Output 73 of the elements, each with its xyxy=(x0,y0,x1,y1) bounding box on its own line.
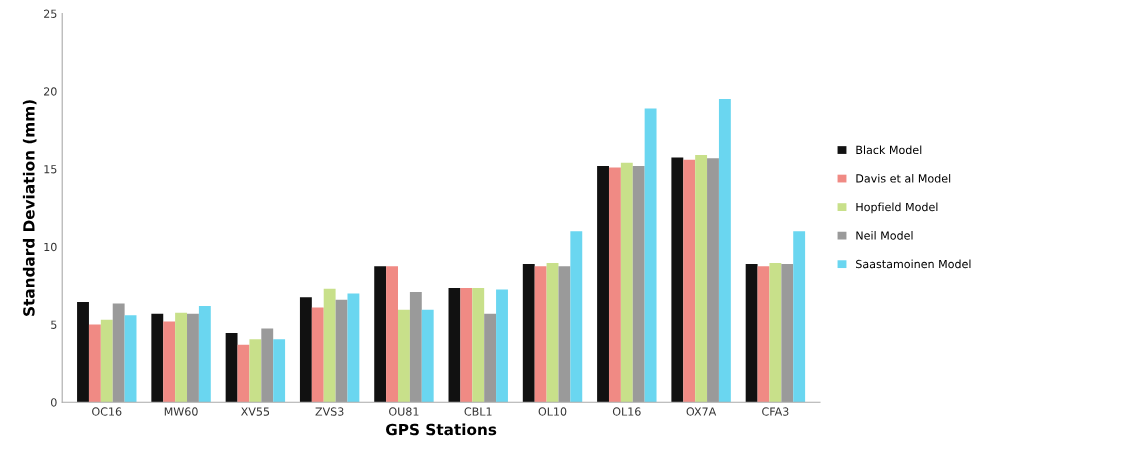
bar xyxy=(88,324,101,403)
bar xyxy=(187,313,199,403)
bar xyxy=(757,266,770,403)
legend-label: Hopfield Model xyxy=(856,202,938,214)
y-tick-label: 20 xyxy=(44,87,57,96)
x-tick-label: MW60 xyxy=(164,407,198,416)
bar xyxy=(323,288,336,403)
x-tick-label: CFA3 xyxy=(762,407,789,416)
bar xyxy=(237,344,250,403)
bar xyxy=(398,309,410,403)
bar xyxy=(151,313,164,403)
y-tick-label: 5 xyxy=(51,320,57,329)
bar xyxy=(163,321,176,403)
bar xyxy=(225,333,238,403)
bar xyxy=(745,263,758,403)
bar xyxy=(448,288,461,403)
legend-label: Black Model xyxy=(856,145,922,155)
bar xyxy=(347,293,360,403)
legend-label: Neil Model xyxy=(856,231,913,240)
bar xyxy=(597,165,609,403)
x-tick-label: OL10 xyxy=(538,407,567,416)
bar xyxy=(570,231,583,403)
bar xyxy=(695,155,708,403)
bar xyxy=(335,299,348,403)
legend-label: Saastamoinen Model xyxy=(856,259,971,269)
y-tick-label: 15 xyxy=(44,165,57,174)
x-tick-label: ZVS3 xyxy=(315,407,344,416)
bar xyxy=(671,157,684,403)
x-tick-label: XV55 xyxy=(241,407,270,416)
x-tick-label: OL16 xyxy=(612,407,641,416)
bar xyxy=(608,167,621,403)
bar xyxy=(273,339,286,403)
bar xyxy=(546,263,559,403)
bar xyxy=(769,263,782,403)
bar xyxy=(198,305,211,403)
bar xyxy=(620,162,633,403)
bar xyxy=(558,266,571,403)
x-tick-label: OC16 xyxy=(92,407,122,416)
bar xyxy=(460,288,473,403)
bar xyxy=(781,263,794,403)
bar xyxy=(707,158,719,403)
bar xyxy=(472,288,485,403)
y-tick-label: 0 xyxy=(51,398,57,407)
x-axis-title: GPS Stations xyxy=(386,423,497,436)
x-tick-label: OU81 xyxy=(389,407,419,416)
bar xyxy=(175,312,188,403)
x-tick-label: CBL1 xyxy=(464,407,492,416)
bar xyxy=(793,231,806,403)
bar xyxy=(299,297,312,403)
bar xyxy=(421,309,434,403)
bar xyxy=(261,328,274,403)
bar xyxy=(644,108,657,403)
bar xyxy=(112,303,125,403)
y-axis-title: Standard Deviation (mm) xyxy=(22,100,37,316)
bar xyxy=(683,159,696,403)
bar xyxy=(632,165,645,403)
bar xyxy=(77,301,89,403)
x-tick-label: OX7A xyxy=(686,407,717,416)
bar xyxy=(311,307,324,403)
bar xyxy=(124,315,137,403)
bar xyxy=(496,289,508,403)
bar xyxy=(100,319,113,403)
bar xyxy=(718,99,731,403)
bar xyxy=(484,313,497,403)
bar xyxy=(534,266,547,403)
bar xyxy=(386,266,398,403)
bar xyxy=(374,266,387,403)
legend-label: Davis et al Model xyxy=(856,174,951,183)
bar xyxy=(409,291,422,403)
y-tick-label: 10 xyxy=(44,242,57,252)
y-tick-label: 25 xyxy=(44,9,57,18)
bar xyxy=(522,263,535,403)
bar xyxy=(249,339,262,403)
